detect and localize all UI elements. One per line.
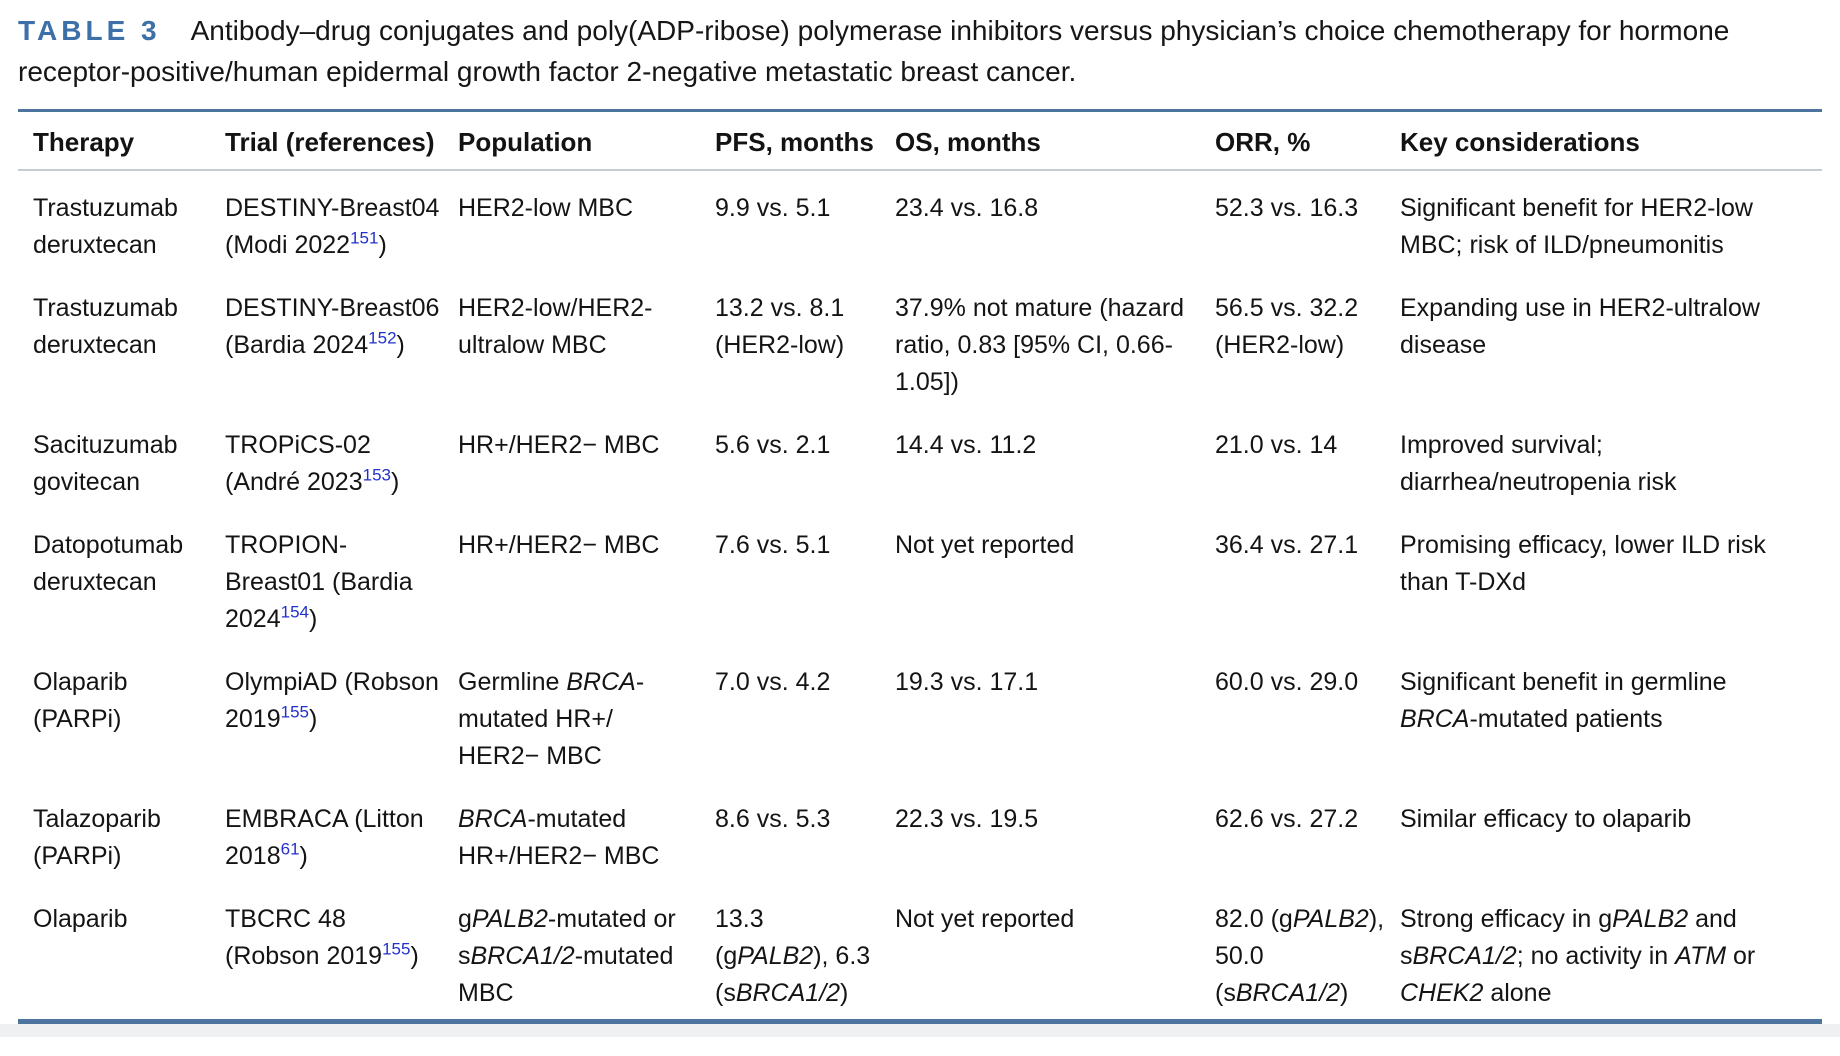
cell-therapy: Olaparib <box>33 905 128 933</box>
cell-orr: 82.0 (gPALB2), 50.0 (sBRCA1/2) <box>1215 905 1385 1007</box>
cell-os: 23.4 vs. 16.8 <box>895 194 1039 222</box>
gene-name: BRCA1/2 <box>1412 942 1517 970</box>
gene-name: PALB2 <box>1612 905 1689 933</box>
cell-pfs: 5.6 vs. 2.1 <box>715 431 831 459</box>
gene-name: PALB2 <box>471 905 548 933</box>
cell-therapy: Trastuzumab deruxtecan <box>33 194 178 259</box>
col-header-pfs: PFS, months <box>715 110 895 171</box>
reference-link[interactable]: 153 <box>362 465 391 485</box>
cell-population: HER2-low/HER2-ultralow MBC <box>458 294 653 359</box>
cell-therapy: Datopotumab deruxtecan <box>33 531 184 596</box>
cell-trial: DESTINY-Breast04 (Modi 2022151) <box>225 194 440 259</box>
cell-therapy: Sacituzumab govitecan <box>33 431 178 496</box>
cell-pfs: 13.3 (gPALB2), 6.3 (sBRCA1/2) <box>715 905 871 1007</box>
col-header-trial: Trial (references) <box>225 110 458 171</box>
reference-link[interactable]: 152 <box>368 328 397 348</box>
cell-orr: 36.4 vs. 27.1 <box>1215 531 1359 559</box>
cell-trial: EMBRACA (Litton 201861) <box>225 805 424 870</box>
gene-name: BRCA <box>458 805 528 833</box>
cell-os: 37.9% not mature (hazard ratio, 0.83 [95… <box>895 294 1185 396</box>
gene-name: BRCA <box>566 668 636 696</box>
cell-os: 19.3 vs. 17.1 <box>895 668 1039 696</box>
table-row: Talazoparib (PARPi) EMBRACA (Litton 2018… <box>18 782 1822 882</box>
col-header-orr: ORR, % <box>1215 110 1400 171</box>
cell-key-considerations: Expanding use in HER2-ultralow disease <box>1400 294 1760 359</box>
cell-trial: TROPiCS-02 (André 2023153) <box>225 431 400 496</box>
cell-os: 14.4 vs. 11.2 <box>895 431 1037 459</box>
gene-name: BRCA1/2 <box>735 979 841 1007</box>
cell-population: HR+/HER2− MBC <box>458 431 660 459</box>
cell-therapy: Olaparib (PARPi) <box>33 668 128 733</box>
cell-pfs: 13.2 vs. 8.1 (HER2-low) <box>715 294 845 359</box>
gene-name: PALB2 <box>737 942 814 970</box>
table-caption: Antibody–drug conjugates and poly(ADP-ri… <box>18 15 1730 87</box>
cell-key-considerations: Similar efficacy to olaparib <box>1400 805 1692 833</box>
cell-orr: 56.5 vs. 32.2 (HER2-low) <box>1215 294 1359 359</box>
table-row: Sacituzumab govitecan TROPiCS-02 (André … <box>18 408 1822 508</box>
table-label: TABLE 3 <box>18 15 161 46</box>
header-row: Therapy Trial (references) Population PF… <box>18 110 1822 171</box>
reference-link[interactable]: 155 <box>280 702 309 722</box>
cell-key-considerations: Promising efficacy, lower ILD risk than … <box>1400 531 1766 596</box>
cell-pfs: 9.9 vs. 5.1 <box>715 194 831 222</box>
cell-trial: DESTINY-Breast06 (Bardia 2024152) <box>225 294 440 359</box>
col-header-key-considerations: Key considerations <box>1400 110 1822 171</box>
gene-name: PALB2 <box>1292 905 1369 933</box>
cell-therapy: Talazoparib (PARPi) <box>33 805 161 870</box>
table-row: Datopotumab deruxtecan TROPION-Breast01 … <box>18 508 1822 645</box>
table-row: Trastuzumab deruxtecan DESTINY-Breast04 … <box>18 170 1822 271</box>
cell-population: gPALB2-mutated or sBRCA1/2-mutated MBC <box>458 905 676 1007</box>
gene-name: ATM <box>1675 942 1727 970</box>
cell-key-considerations: Improved survival; diarrhea/neutropenia … <box>1400 431 1677 496</box>
cell-population: HER2-low MBC <box>458 194 634 222</box>
cell-pfs: 7.6 vs. 5.1 <box>715 531 831 559</box>
cell-key-considerations: Strong efficacy in gPALB2 and sBRCA1/2; … <box>1400 905 1756 1007</box>
cell-os: Not yet reported <box>895 531 1075 559</box>
cell-orr: 21.0 vs. 14 <box>1215 431 1338 459</box>
page-bottom-strip <box>0 1024 1840 1037</box>
cell-key-considerations: Significant benefit for HER2-low MBC; ri… <box>1400 194 1753 259</box>
reference-link[interactable]: 151 <box>350 228 379 248</box>
gene-name: BRCA1/2 <box>470 942 575 970</box>
cell-population: Germline BRCA-mutated HR+/ HER2− MBC <box>458 668 645 770</box>
table-row: Olaparib (PARPi) OlympiAD (Robson 201915… <box>18 645 1822 782</box>
cell-population: HR+/HER2− MBC <box>458 531 660 559</box>
cell-orr: 62.6 vs. 27.2 <box>1215 805 1359 833</box>
reference-link[interactable]: 155 <box>382 939 411 959</box>
cell-pfs: 7.0 vs. 4.2 <box>715 668 831 696</box>
reference-link[interactable]: 61 <box>280 839 300 859</box>
cell-trial: OlympiAD (Robson 2019155) <box>225 668 439 733</box>
cell-orr: 52.3 vs. 16.3 <box>1215 194 1359 222</box>
clinical-trials-table: Therapy Trial (references) Population PF… <box>18 109 1822 1024</box>
table-caption-block: TABLE 3 Antibody–drug conjugates and poly… <box>18 10 1822 92</box>
table-row: Trastuzumab deruxtecan DESTINY-Breast06 … <box>18 271 1822 408</box>
gene-name: BRCA <box>1400 705 1470 733</box>
cell-key-considerations: Significant benefit in germline BRCA-mut… <box>1400 668 1727 733</box>
gene-name: BRCA1/2 <box>1235 979 1341 1007</box>
col-header-os: OS, months <box>895 110 1215 171</box>
cell-trial: TBCRC 48 (Robson 2019155) <box>225 905 419 970</box>
cell-orr: 60.0 vs. 29.0 <box>1215 668 1359 696</box>
col-header-therapy: Therapy <box>18 110 225 171</box>
cell-os: 22.3 vs. 19.5 <box>895 805 1039 833</box>
col-header-population: Population <box>458 110 715 171</box>
cell-therapy: Trastuzumab deruxtecan <box>33 294 178 359</box>
cell-pfs: 8.6 vs. 5.3 <box>715 805 831 833</box>
cell-os: Not yet reported <box>895 905 1075 933</box>
cell-trial: TROPION-Breast01 (Bardia 2024154) <box>225 531 413 633</box>
gene-name: CHEK2 <box>1400 979 1484 1007</box>
table-row: Olaparib TBCRC 48 (Robson 2019155) gPALB… <box>18 882 1822 1022</box>
cell-population: BRCA-mutated HR+/HER2− MBC <box>458 805 660 870</box>
reference-link[interactable]: 154 <box>280 602 309 622</box>
